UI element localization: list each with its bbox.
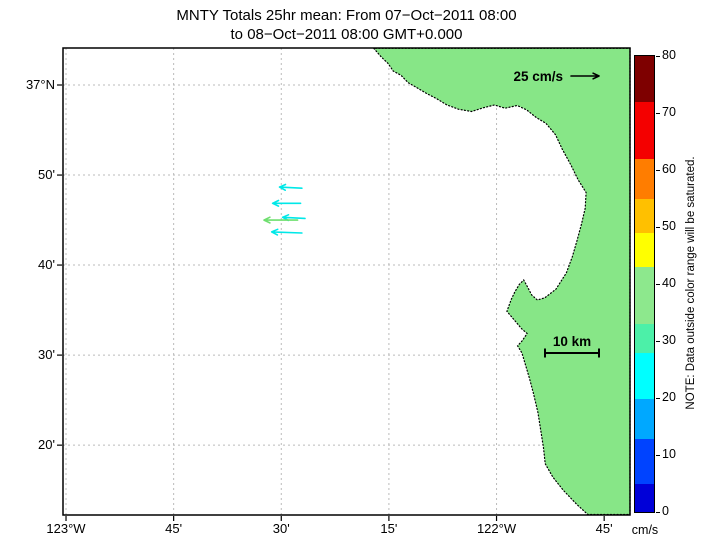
x-tick-label: 15' bbox=[380, 521, 398, 536]
land-coastline bbox=[372, 47, 631, 516]
colorbar-tick bbox=[656, 340, 660, 342]
colorbar-band bbox=[635, 398, 654, 439]
colorbar-tick bbox=[656, 169, 660, 171]
y-tick-label: 50' bbox=[38, 167, 55, 183]
y-tick-label: 37°N bbox=[25, 77, 55, 92]
colorbar-band bbox=[635, 56, 654, 103]
colorbar-tick-label: 50 bbox=[662, 219, 676, 233]
colorbar-tick bbox=[656, 397, 660, 399]
colorbar-tick-label: 40 bbox=[662, 276, 676, 290]
x-tick-label: 123°W bbox=[46, 521, 86, 536]
colorbar-tick bbox=[656, 283, 660, 285]
colorbar-band bbox=[635, 198, 654, 234]
colorbar-saturation-note: NOTE: Data outside color range will be s… bbox=[685, 156, 697, 410]
colorbar-tick-label: 0 bbox=[662, 504, 669, 518]
colorbar bbox=[634, 55, 655, 513]
colorbar-band bbox=[635, 101, 654, 160]
colorbar-band bbox=[635, 437, 654, 485]
current-vector bbox=[271, 199, 302, 207]
current-vector bbox=[270, 228, 303, 236]
plot-box bbox=[62, 47, 631, 516]
colorbar-tick-label: 30 bbox=[662, 333, 676, 347]
map-plot-area: 25 cm/s 10 km bbox=[53, 38, 640, 525]
y-tick-label: 30' bbox=[38, 347, 55, 363]
y-tick-label: 40' bbox=[38, 257, 55, 273]
scale-arrow-label: 25 cm/s bbox=[513, 69, 563, 84]
colorbar-band bbox=[635, 232, 654, 268]
x-tick-label: 45' bbox=[165, 521, 183, 536]
colorbar-tick bbox=[656, 112, 660, 114]
colorbar-tick bbox=[656, 511, 660, 513]
map-plot-svg: 25 cm/s 10 km bbox=[57, 47, 631, 521]
colorbar-tick-label: 60 bbox=[662, 162, 676, 176]
current-vector bbox=[263, 216, 299, 224]
colorbar-band bbox=[635, 266, 654, 325]
colorbar-tick bbox=[656, 454, 660, 456]
colorbar-tick-label: 80 bbox=[662, 48, 676, 62]
x-tick-label: 122°W bbox=[476, 521, 517, 536]
colorbar-unit-label: cm/s bbox=[631, 523, 659, 537]
x-tick-label: 30' bbox=[272, 521, 290, 536]
colorbar-tick-label: 70 bbox=[662, 105, 676, 119]
colorbar-tick bbox=[656, 55, 660, 57]
current-vector bbox=[278, 183, 303, 191]
colorbar-band bbox=[635, 158, 654, 200]
colorbar-tick bbox=[656, 226, 660, 228]
figure-title-line2: to 08−Oct−2011 08:00 GMT+0.000 bbox=[230, 26, 463, 43]
colorbar-band bbox=[635, 352, 654, 399]
x-tick-label: 45' bbox=[595, 521, 613, 536]
scale-bar-label: 10 km bbox=[553, 334, 591, 349]
colorbar-band bbox=[635, 323, 654, 353]
figure-title-line1: MNTY Totals 25hr mean: From 07−Oct−2011 … bbox=[176, 7, 517, 24]
y-tick-label: 20' bbox=[38, 437, 55, 453]
colorbar-band bbox=[635, 483, 654, 512]
colorbar-tick-label: 10 bbox=[662, 447, 676, 461]
scale-arrow bbox=[570, 72, 600, 80]
colorbar-tick-label: 20 bbox=[662, 390, 676, 404]
